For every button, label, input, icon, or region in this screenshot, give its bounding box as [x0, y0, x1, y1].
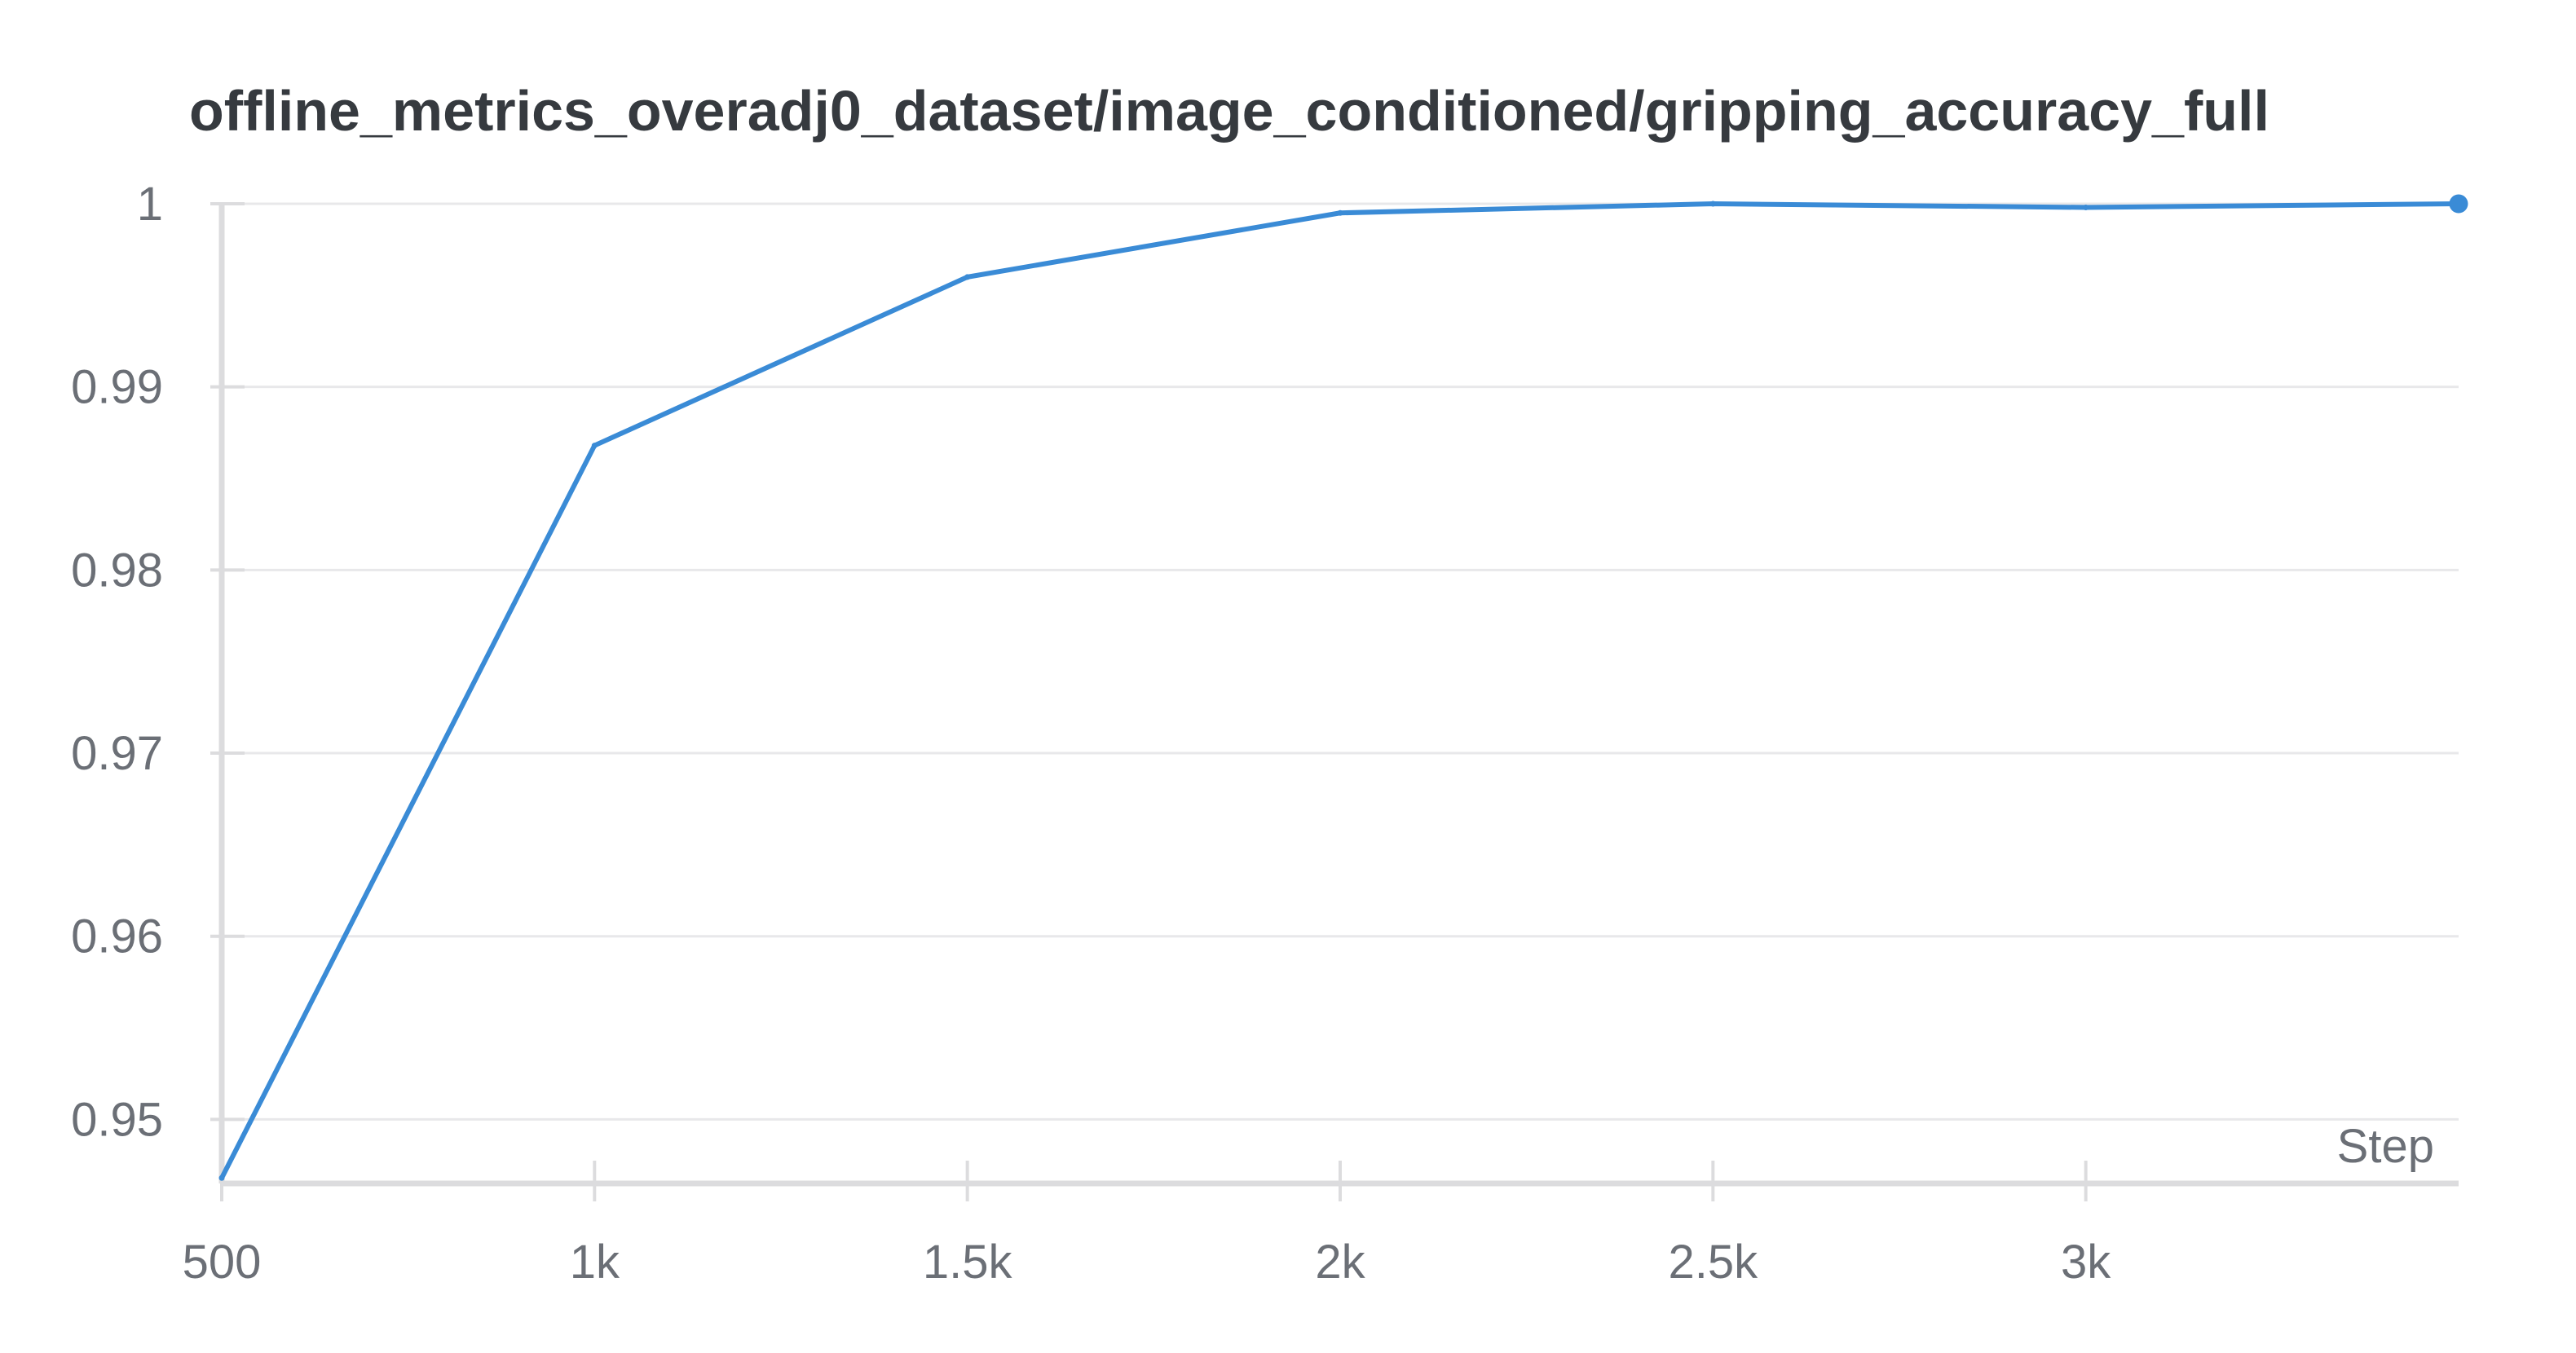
series-layer — [218, 194, 2468, 1181]
x-tick-label: 1k — [570, 1236, 620, 1289]
y-tick-label: 0.97 — [71, 727, 163, 780]
x-axis-label: Step — [2337, 1120, 2434, 1173]
y-tick-label: 1 — [137, 178, 163, 231]
series-line — [219, 201, 2461, 1181]
data-point — [591, 443, 598, 449]
x-tick-label: 500 — [183, 1236, 262, 1289]
y-tick-label: 0.99 — [71, 361, 163, 414]
y-tick-label: 0.96 — [71, 910, 163, 963]
axes — [210, 202, 2459, 1201]
grid-lines — [222, 202, 2459, 1121]
data-point — [2083, 204, 2089, 210]
series-end-point — [2449, 194, 2468, 214]
x-tick-label: 1.5k — [923, 1236, 1013, 1289]
x-tick-label: 3k — [2061, 1236, 2111, 1289]
data-point — [1337, 209, 1343, 216]
tick-labels: 0.95 0.96 0.97 0.98 0.99 1 500 1k 1.5k 2k 2.5k 3k — [71, 178, 2111, 1289]
y-tick-label: 0.98 — [71, 544, 163, 597]
data-point — [218, 1175, 225, 1181]
y-tick-label: 0.95 — [71, 1093, 163, 1146]
data-point — [1709, 201, 1716, 207]
x-tick-label: 2k — [1315, 1236, 1365, 1289]
x-tick-label: 2.5k — [1669, 1236, 1759, 1289]
chart-title: offline_metrics_overadj0_dataset/image_c… — [189, 79, 2269, 143]
data-point — [964, 274, 971, 280]
